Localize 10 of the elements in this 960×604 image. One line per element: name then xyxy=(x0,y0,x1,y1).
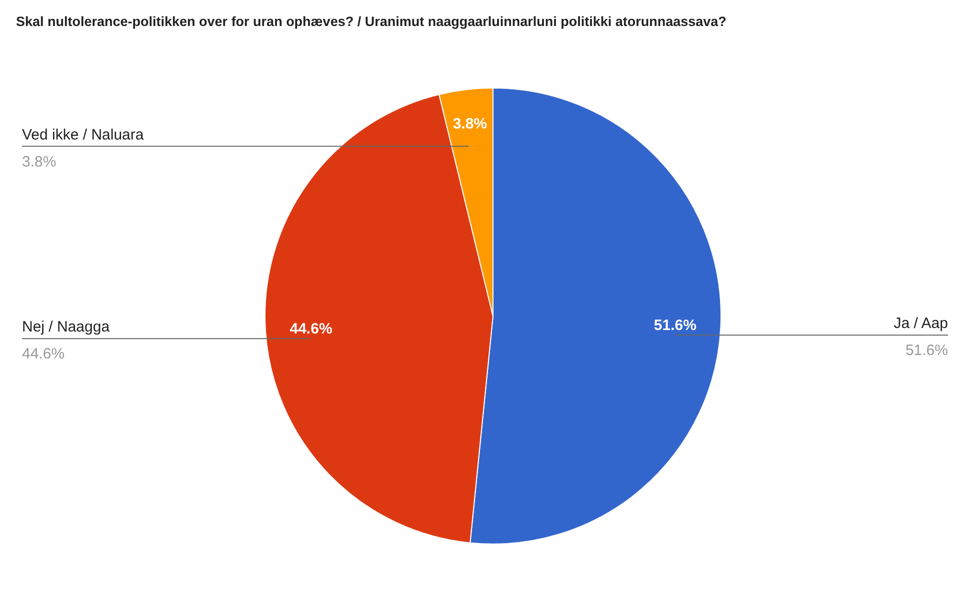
slice-label: Ja / Aap xyxy=(894,315,948,332)
slice-label: Ved ikke / Naluara xyxy=(22,126,144,144)
data-label: 3.8% xyxy=(452,116,488,133)
chart-title: Skal nultolerance-politikken over for uran ophæves? / Uranimut naaggaarluinnarluni politikki atorunnaassava? xyxy=(16,14,726,29)
data-label: 51.6% xyxy=(654,317,696,334)
slice-label: Nej / Naagga xyxy=(22,318,110,336)
text: 44.6% xyxy=(22,346,65,363)
text: 3.8% xyxy=(22,153,56,170)
text: 51.6% xyxy=(905,342,948,360)
data-label: 44.6% xyxy=(290,320,332,338)
